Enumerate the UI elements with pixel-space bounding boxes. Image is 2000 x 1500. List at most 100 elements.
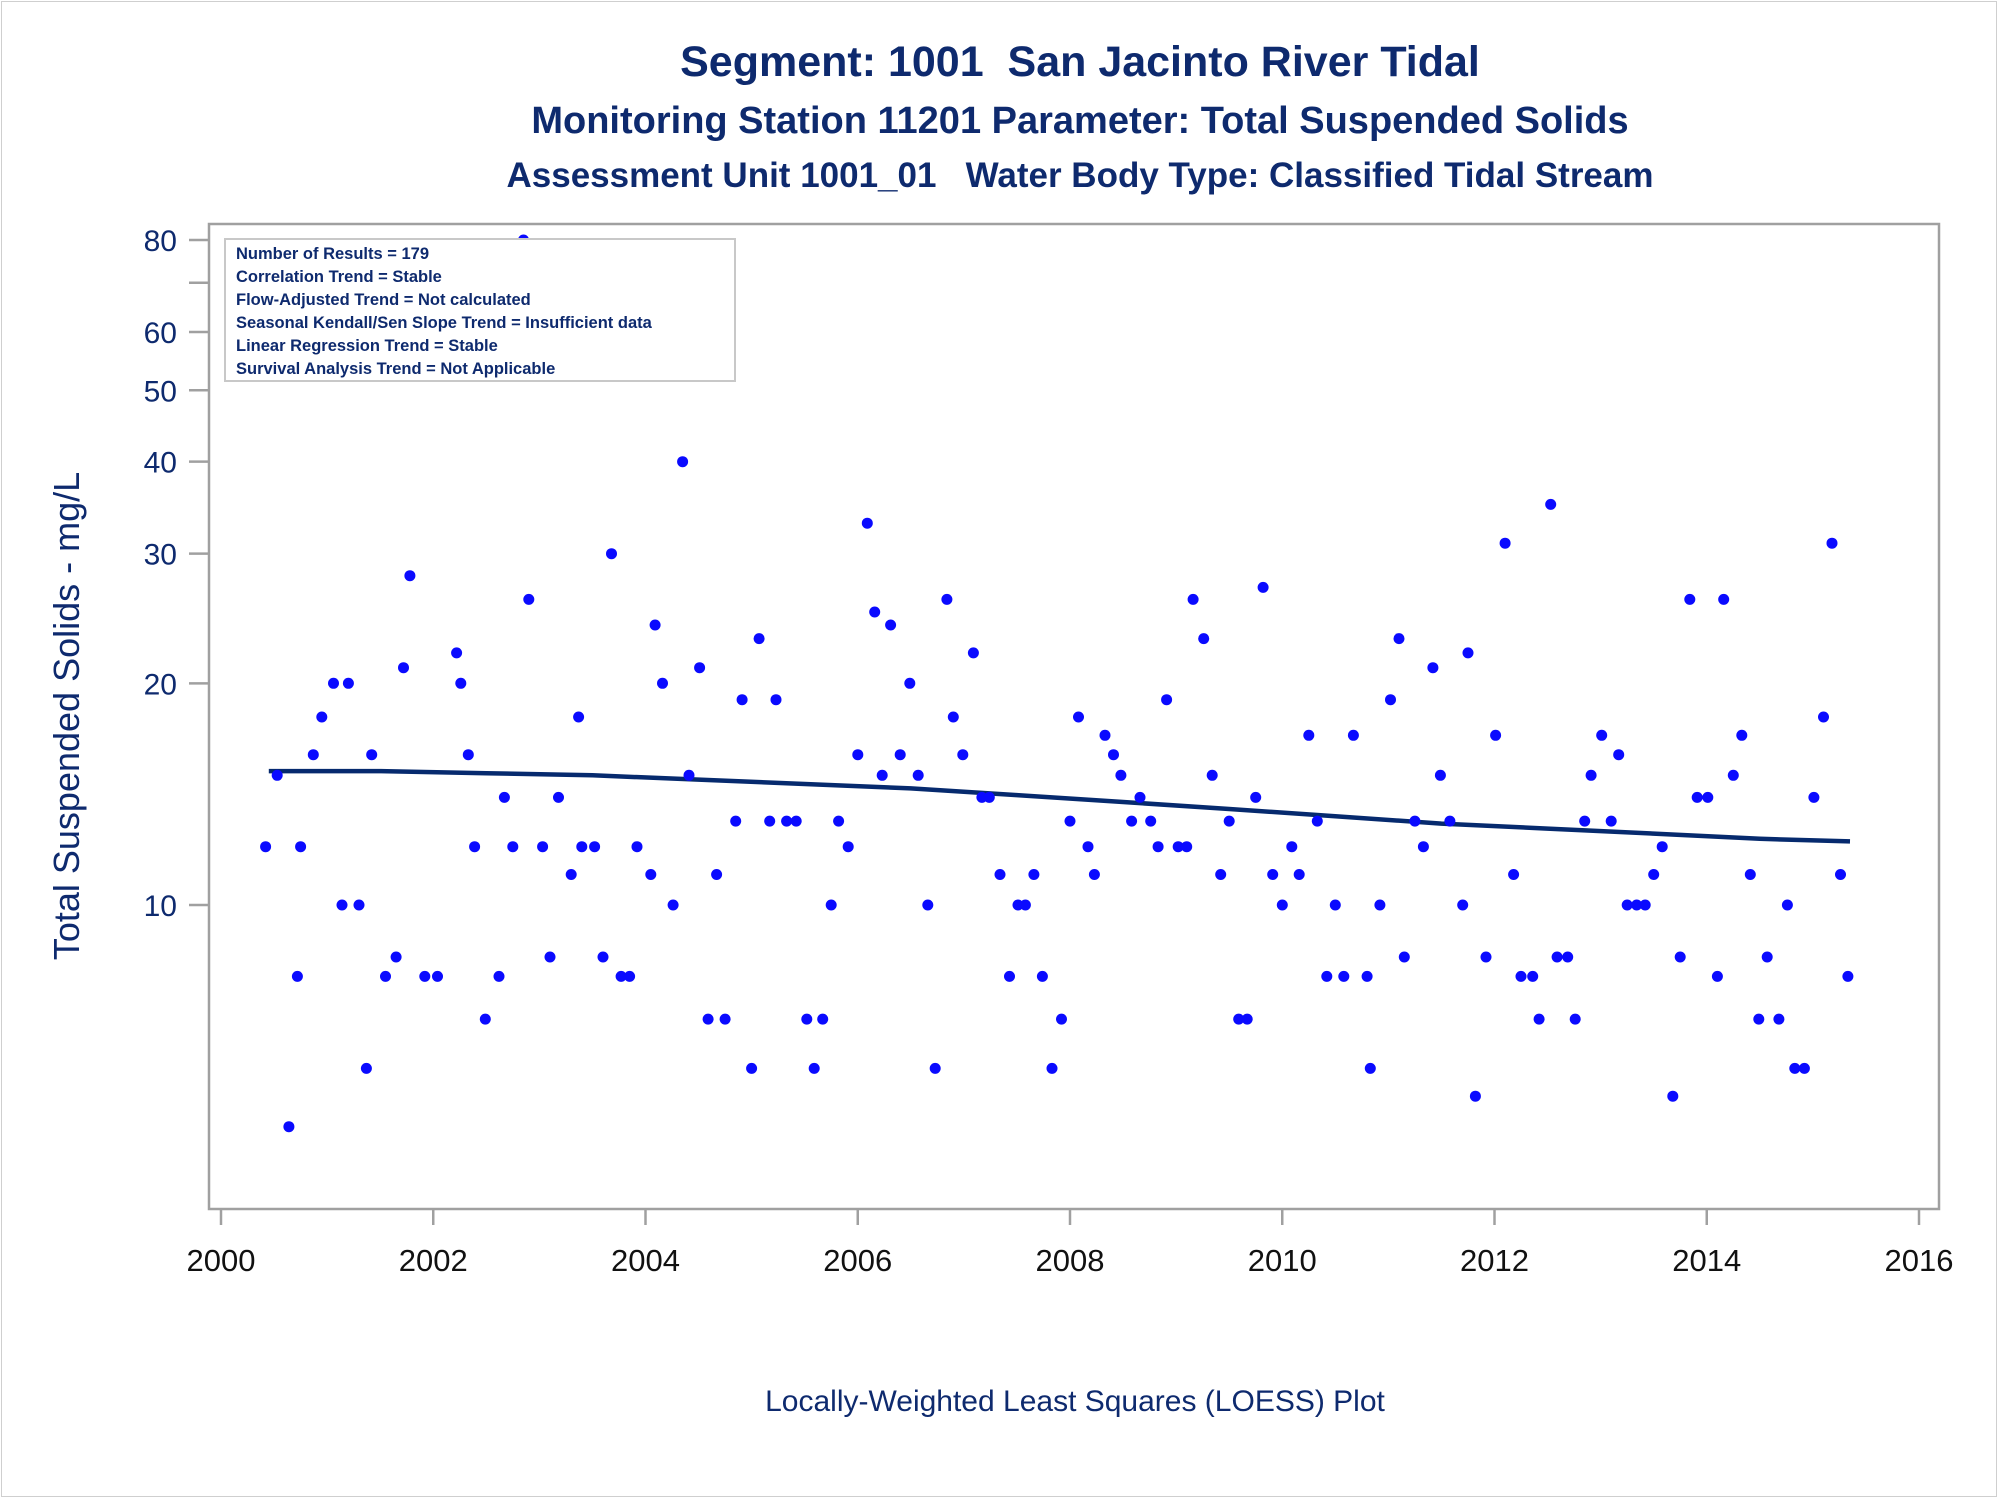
data-point — [1329, 899, 1341, 911]
data-point — [544, 951, 556, 963]
data-point — [1073, 711, 1084, 723]
data-point — [753, 633, 765, 645]
data-point — [624, 970, 636, 982]
data-point — [683, 769, 695, 781]
data-point — [649, 619, 661, 631]
data-point — [801, 1013, 813, 1025]
data-point — [1409, 815, 1421, 827]
data-point — [565, 869, 577, 880]
data-point — [922, 899, 934, 911]
x-tick-label: 2010 — [1248, 1243, 1317, 1278]
data-point — [1152, 841, 1164, 853]
data-point — [451, 647, 463, 659]
data-point — [398, 662, 409, 674]
data-point — [833, 815, 845, 827]
data-point — [1427, 662, 1439, 674]
data-point — [1462, 647, 1474, 659]
y-tick-label: 80 — [144, 225, 177, 258]
data-point — [432, 970, 443, 982]
data-point — [1621, 899, 1633, 911]
x-tick-label: 2008 — [1036, 1243, 1105, 1278]
data-point — [746, 1062, 758, 1074]
x-tick-label: 2002 — [399, 1243, 468, 1278]
stats-line-seasonal-kendall: Seasonal Kendall/Sen Slope Trend = Insuf… — [236, 314, 653, 332]
data-point — [894, 749, 906, 761]
data-points — [260, 234, 1854, 1133]
data-point — [469, 841, 481, 853]
data-point — [1499, 537, 1511, 549]
data-point — [1480, 951, 1492, 963]
data-point — [1527, 970, 1539, 982]
data-point — [1744, 869, 1756, 880]
data-point — [852, 749, 864, 761]
data-point — [1321, 970, 1333, 982]
data-point — [1311, 815, 1323, 827]
loess-line — [268, 768, 1851, 844]
data-point — [1773, 1013, 1785, 1025]
data-point — [1276, 899, 1288, 911]
data-point — [1842, 970, 1854, 982]
data-point — [957, 749, 969, 761]
data-point — [342, 677, 354, 689]
data-point — [1364, 1062, 1376, 1074]
data-point — [1181, 841, 1193, 853]
data-point — [929, 1062, 941, 1074]
data-point — [1545, 498, 1557, 510]
data-point — [271, 769, 283, 781]
y-tick-label: 50 — [144, 375, 177, 408]
data-point — [291, 970, 303, 982]
data-point — [1667, 1090, 1679, 1102]
y-tick-label: 30 — [144, 539, 177, 572]
data-point — [1711, 970, 1723, 982]
data-point — [1826, 537, 1838, 549]
data-point — [1064, 815, 1076, 827]
data-point — [711, 869, 723, 880]
data-point — [1145, 815, 1157, 827]
data-point — [994, 869, 1006, 880]
data-point — [1753, 1013, 1765, 1025]
data-point — [1761, 951, 1773, 963]
data-point — [1434, 769, 1446, 781]
data-point — [1684, 593, 1696, 605]
data-point — [1338, 970, 1350, 982]
data-point — [869, 606, 881, 618]
data-point — [667, 899, 679, 911]
data-point — [885, 619, 897, 631]
data-point — [1444, 815, 1456, 827]
data-point — [336, 899, 348, 911]
data-point — [380, 970, 391, 982]
data-point — [1798, 1062, 1810, 1074]
data-point — [1569, 1013, 1581, 1025]
data-point — [1361, 970, 1373, 982]
data-point — [1056, 1013, 1067, 1025]
data-point — [493, 970, 505, 982]
data-point — [1215, 869, 1227, 880]
data-point — [719, 1013, 731, 1025]
data-point — [455, 677, 467, 689]
data-point — [479, 1013, 491, 1025]
x-tick-label: 2012 — [1460, 1243, 1529, 1278]
chart-subtitle-station: Monitoring Station 11201 Parameter: Tota… — [531, 100, 1629, 142]
data-point — [1082, 841, 1094, 853]
data-point — [576, 841, 588, 853]
data-point — [817, 1013, 829, 1025]
data-point — [1490, 729, 1502, 741]
data-point — [606, 548, 617, 560]
data-point — [1551, 951, 1563, 963]
y-tick-label: 20 — [144, 668, 177, 701]
x-axis: 2000 2002 2004 2006 2008 2010 2012 2014 2016 — [187, 1209, 1953, 1278]
stats-line-survival: Survival Analysis Trend = Not Applicable — [236, 360, 555, 378]
data-point — [1250, 791, 1262, 803]
data-point — [1172, 841, 1184, 853]
stats-line-linear-regression: Linear Regression Trend = Stable — [236, 337, 498, 355]
data-point — [1347, 729, 1359, 741]
data-point — [825, 899, 837, 911]
data-point — [573, 711, 585, 723]
data-point — [1585, 769, 1597, 781]
data-point — [1046, 1062, 1058, 1074]
data-point — [1808, 791, 1820, 803]
data-point — [781, 815, 793, 827]
data-point — [1223, 815, 1235, 827]
data-point — [1233, 1013, 1245, 1025]
